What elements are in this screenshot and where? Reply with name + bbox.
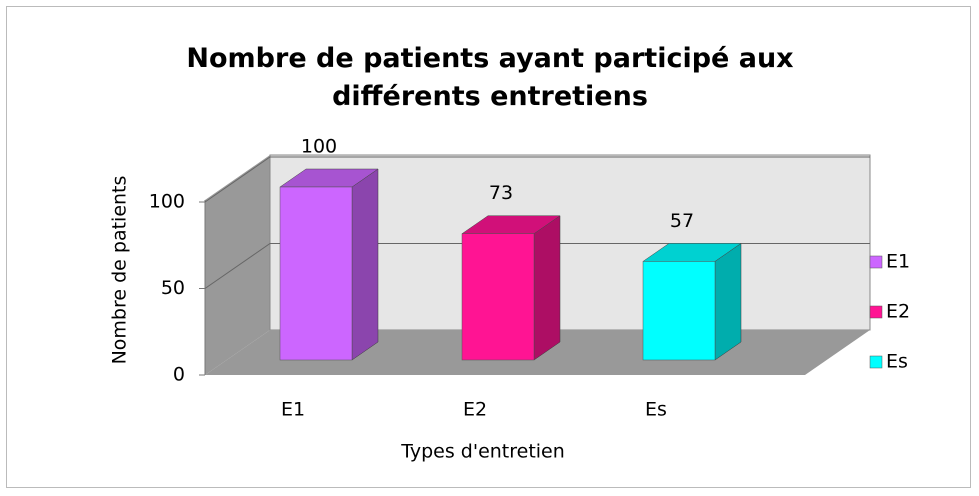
y-tick-label: 100 xyxy=(149,191,185,213)
chart-frame xyxy=(6,6,971,488)
bar-side xyxy=(533,215,561,361)
bar-side xyxy=(714,242,742,361)
legend-label: E2 xyxy=(886,301,910,323)
y-axis-title: Nombre de patients xyxy=(109,176,131,365)
data-label: 100 xyxy=(301,136,337,158)
bar xyxy=(461,233,535,361)
data-label: 73 xyxy=(489,182,513,204)
legend-swatch xyxy=(869,305,883,319)
left-wall xyxy=(205,155,270,375)
bar xyxy=(279,186,353,361)
chart-title: Nombre de patients ayant participé aux d… xyxy=(186,43,794,112)
grid-line xyxy=(204,156,870,203)
y-tick-label: 0 xyxy=(173,364,185,386)
x-tick-label: E1 xyxy=(281,399,305,421)
legend-label: E1 xyxy=(886,251,910,273)
legend-swatch xyxy=(869,255,883,269)
bar xyxy=(642,261,716,361)
legend-swatch xyxy=(869,355,883,369)
y-tick-label: 50 xyxy=(161,277,185,299)
x-tick-label: Es xyxy=(645,399,667,421)
legend-label: Es xyxy=(886,351,908,373)
x-tick-label: E2 xyxy=(463,399,487,421)
data-label: 57 xyxy=(670,210,694,232)
x-axis-title: Types d'entretien xyxy=(400,441,565,463)
bar-side xyxy=(351,168,379,361)
